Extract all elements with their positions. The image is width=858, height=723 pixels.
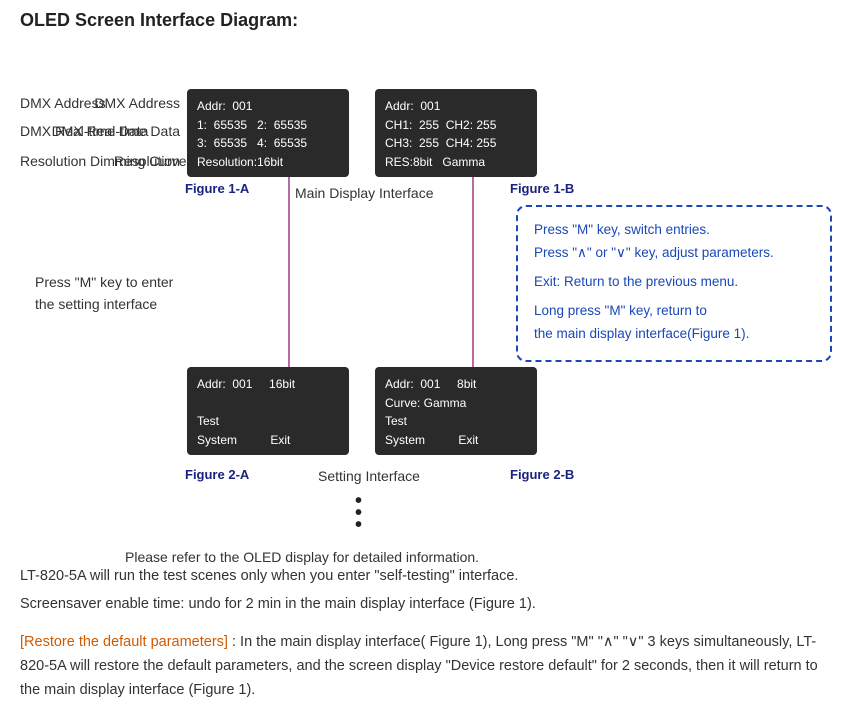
page-title: OLED Screen Interface Diagram: [20,10,838,31]
help-box: Press "M" key, switch entries. Press "∧"… [516,205,832,362]
help-line-5: the main display interface(Figure 1). [534,323,814,346]
figure-label-1a: Figure 1-A [185,181,249,196]
connector-line-b [472,177,474,367]
help-line-4: Long press "M" key, return to [534,300,814,323]
oled-screen-2a: Addr: 001 16bit Test System Exit [187,367,349,455]
caption-main-display: Main Display Interface [295,185,434,201]
caption-setting-interface: Setting Interface [318,468,420,484]
right-label-dmx-address: DMX Address [20,95,106,111]
note-detailed: Please refer to the OLED display for det… [125,549,479,565]
diagram-area: DMX Address DMX Real-time Data Resolutio… [20,55,838,565]
right-label-res-curve: Resolution Dimming Curve [20,153,187,169]
help-line-2: Press "∧" or "∨" key, adjust parameters. [534,242,814,265]
oled-screen-1a: Addr: 001 1: 65535 2: 65535 3: 65535 4: … [187,89,349,177]
right-label-dmx-realtime: DMX Real-time Data [20,123,148,139]
figure-label-1b: Figure 1-B [510,181,574,196]
instruction-press-m: Press "M" key to enter the setting inter… [35,271,173,316]
paragraph-screensaver: Screensaver enable time: undo for 2 min … [20,593,838,617]
figure-label-2a: Figure 2-A [185,467,249,482]
figure-label-2b: Figure 2-B [510,467,574,482]
oled-screen-2b: Addr: 001 8bit Curve: Gamma Test System … [375,367,537,455]
help-line-1: Press "M" key, switch entries. [534,219,814,242]
ellipsis-dots: ••• [355,495,362,531]
restore-label: [Restore the default parameters] [20,634,228,650]
paragraph-restore: [Restore the default parameters] : In th… [20,631,838,703]
oled-screen-1b: Addr: 001 CH1: 255 CH2: 255 CH3: 255 CH4… [375,89,537,177]
help-line-3: Exit: Return to the previous menu. [534,271,814,294]
paragraph-selftest: LT-820-5A will run the test scenes only … [20,565,838,589]
connector-line-a [288,177,290,367]
